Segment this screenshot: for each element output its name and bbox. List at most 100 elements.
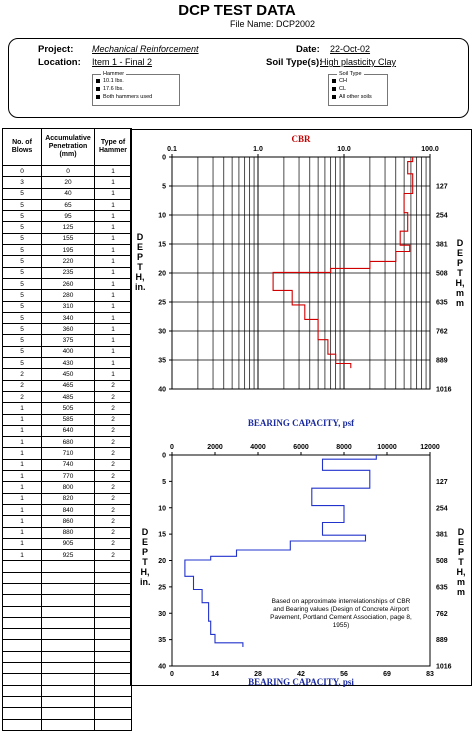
page-title: DCP TEST DATA — [178, 2, 296, 19]
table-row — [2, 707, 132, 720]
y2-tick-label: 762 — [436, 611, 448, 618]
soil-type-legend-caption: Soil Type — [337, 70, 364, 78]
hammer-cell[interactable] — [94, 695, 132, 709]
y2-tick-label: 381 — [436, 242, 448, 249]
table-row: 1 925 2 — [2, 549, 132, 562]
table-row: 2 450 1 — [2, 368, 132, 381]
charts-frame — [130, 129, 472, 686]
chart-annotation: Based on approximate interrelationships … — [266, 598, 416, 630]
table-row: 1 505 2 — [2, 402, 132, 415]
table-row: 1 860 2 — [2, 515, 132, 528]
y-tick-label: 10 — [158, 213, 166, 220]
checkbox-icon — [96, 78, 100, 83]
table-row: 5 400 1 — [2, 345, 132, 359]
x-tick-label: 6000 — [293, 444, 309, 451]
table-row: 5 235 1 — [2, 266, 132, 279]
x-tick-label: 100.0 — [421, 146, 439, 153]
file-name-value: DCP2002 — [276, 19, 316, 29]
hammer-cell[interactable]: 1 — [94, 266, 132, 279]
table-row: 1 770 2 — [2, 470, 132, 483]
soil-type-legend: Soil Type CH CL All other soils — [328, 70, 388, 106]
y2-tick-label: 127 — [436, 184, 448, 191]
x-tick-label: 4000 — [250, 444, 266, 451]
y2-tick-label: 381 — [436, 532, 448, 539]
soil-option-ch[interactable]: CH — [332, 77, 384, 85]
table-row — [2, 673, 132, 686]
dcp-blows-table: No. of Blows Accumulative Penetration (m… — [2, 128, 132, 731]
y-tick-label: 40 — [158, 664, 166, 671]
y-tick-label: 15 — [158, 242, 166, 249]
penetration-cell[interactable] — [41, 695, 95, 709]
soil-types-label: Soil Type(s): — [266, 57, 323, 68]
date-value[interactable]: 22-Oct-02 — [330, 44, 371, 54]
checkbox-icon — [96, 94, 100, 99]
checkbox-icon — [332, 86, 336, 91]
blows-cell[interactable] — [2, 718, 42, 731]
x-tick-label: 2000 — [207, 444, 223, 451]
table-row: 5 220 1 — [2, 255, 132, 268]
table-row: 5 95 1 — [2, 210, 132, 223]
depth-mm-label-top: D E P T H, m m — [455, 238, 465, 308]
y2-tick-label: 635 — [436, 584, 448, 591]
charts-svg: 0.1 1.0 10.0 100.0 0 5 10 15 20 25 30 35 40 127 254 381… — [158, 134, 451, 687]
y-tick-label: 10 — [158, 505, 166, 512]
table-row: 1 905 2 — [2, 537, 132, 551]
penetration-cell[interactable] — [41, 718, 95, 731]
cbr-chart-title: CBR — [291, 134, 311, 144]
soil-option-cl[interactable]: CL — [332, 85, 384, 93]
table-row: 5 340 1 — [2, 311, 132, 325]
table-row: 5 310 1 — [2, 300, 132, 313]
table-row: 1 680 2 — [2, 436, 132, 449]
soil-types-value[interactable]: High plasticity Clay — [320, 57, 397, 67]
y-tick-label: 35 — [158, 358, 166, 365]
hammer-option-2[interactable]: 17.6 lbs. — [96, 85, 176, 93]
x-tick-label: 8000 — [336, 444, 352, 451]
x2-tick-label: 83 — [426, 671, 434, 678]
y2-tick-label: 508 — [436, 558, 448, 565]
table-row: 1 710 2 — [2, 447, 132, 460]
x-tick-label: 1.0 — [253, 146, 263, 153]
project-label: Project: — [38, 44, 74, 55]
x-tick-label: 10.0 — [337, 146, 351, 153]
y-tick-label: 5 — [162, 184, 166, 191]
x2-tick-label: 42 — [297, 671, 305, 678]
y2-tick-label: 254 — [436, 213, 448, 220]
location-value[interactable]: Item 1 - Final 2 — [92, 57, 153, 67]
table-row — [2, 594, 132, 607]
hammer-cell[interactable]: 2 — [94, 537, 132, 551]
y2-tick-label: 127 — [436, 479, 448, 486]
x2-tick-label: 0 — [170, 671, 174, 678]
hammer-option-3[interactable]: Both hammers used — [96, 93, 176, 101]
table-row: 5 360 1 — [2, 323, 132, 336]
file-name-line: File Name: DCP2002 — [230, 19, 315, 29]
project-info-box — [8, 38, 469, 118]
y-tick-label: 20 — [158, 271, 166, 278]
table-row: 3 20 1 — [2, 176, 132, 189]
bearing-chart-title: BEARING CAPACITY, psf — [248, 418, 355, 428]
depth-in-label-bottom: D E P T H, in. — [140, 527, 151, 587]
project-value[interactable]: Mechanical Reinforcement — [92, 44, 199, 54]
depth-mm-label-bottom: D E P T H, m m — [456, 527, 466, 597]
table-row — [2, 695, 132, 709]
checkbox-icon — [96, 86, 100, 91]
hammer-cell[interactable] — [94, 718, 132, 731]
data-series-line — [272, 157, 414, 369]
blows-cell[interactable] — [2, 695, 42, 709]
column-header-hammer: Type of Hammer — [94, 128, 132, 166]
penetration-cell[interactable] — [41, 707, 95, 720]
x2-tick-label: 56 — [340, 671, 348, 678]
hammer-option-1[interactable]: 10.1 lbs. — [96, 77, 176, 85]
date-label: Date: — [296, 44, 320, 55]
y2-tick-label: 889 — [436, 358, 448, 365]
y-tick-label: 30 — [158, 329, 166, 336]
hammer-cell[interactable] — [94, 707, 132, 720]
table-row: 1 880 2 — [2, 526, 132, 539]
x-tick-label: 0 — [170, 444, 174, 451]
soil-option-other[interactable]: All other soils — [332, 93, 384, 101]
y-tick-label: 0 — [162, 155, 166, 162]
blows-cell[interactable] — [2, 707, 42, 720]
depth-in-label-top: D E P T H, in. — [135, 232, 146, 292]
table-row — [2, 628, 132, 641]
hammer-legend: Hammer 10.1 lbs. 17.6 lbs. Both hammers … — [92, 70, 180, 106]
